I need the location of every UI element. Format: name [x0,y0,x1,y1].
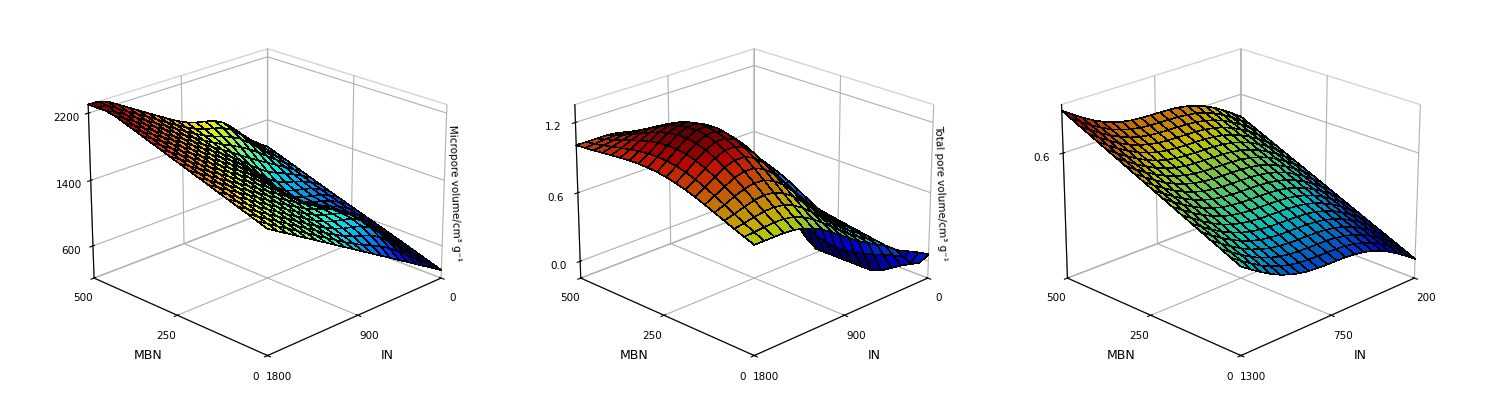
Y-axis label: MBN: MBN [1107,349,1135,362]
Y-axis label: MBN: MBN [620,349,649,362]
X-axis label: IN: IN [380,349,394,362]
X-axis label: IN: IN [1354,349,1368,362]
X-axis label: IN: IN [867,349,881,362]
Y-axis label: MBN: MBN [133,349,162,362]
